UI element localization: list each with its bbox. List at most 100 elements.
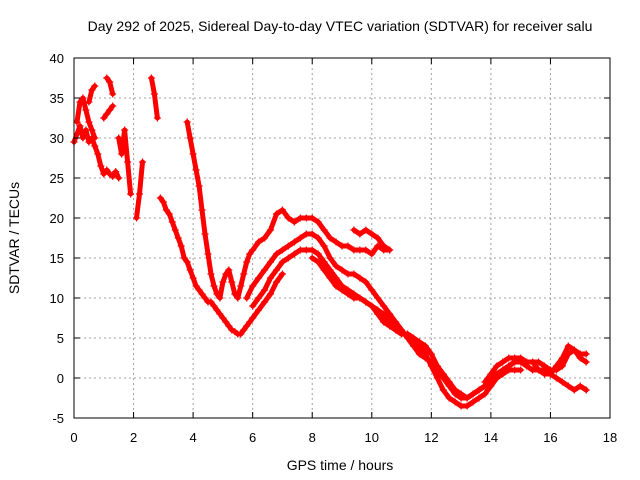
x-axis-label: GPS time / hours <box>287 457 394 473</box>
data-point-marker <box>302 214 310 222</box>
data-point-marker <box>198 206 206 214</box>
data-point-marker <box>302 246 310 254</box>
data-point-marker <box>392 318 400 326</box>
data-point-marker <box>153 114 161 122</box>
data-point-marker <box>469 390 477 398</box>
data-point-marker <box>255 274 263 282</box>
series-markers-sat-i <box>156 194 286 338</box>
data-point-marker <box>88 126 96 134</box>
series-markers-sat-n <box>308 254 525 402</box>
series-markers-sat-g <box>133 158 146 222</box>
data-point-marker <box>201 294 209 302</box>
series-trace-sat-m <box>250 247 589 409</box>
data-point-marker <box>272 250 280 258</box>
y-tick-label: 5 <box>57 331 64 346</box>
data-point-marker <box>186 134 194 142</box>
data-point-marker <box>180 254 188 262</box>
data-point-marker <box>511 366 519 374</box>
x-tick-label: 6 <box>249 430 256 445</box>
data-point-marker <box>320 242 328 250</box>
series-trace-sat-d <box>101 103 116 121</box>
data-point-marker <box>91 142 99 150</box>
data-point-marker <box>380 242 388 250</box>
data-point-marker <box>278 246 286 254</box>
data-point-marker <box>112 168 120 176</box>
data-point-marker <box>267 274 275 282</box>
data-point-marker <box>261 286 269 294</box>
data-point-marker <box>487 370 495 378</box>
data-point-marker <box>109 172 117 180</box>
data-point-marker <box>189 274 197 282</box>
data-point-marker <box>213 290 221 298</box>
data-point-marker <box>308 214 316 222</box>
data-point-marker <box>156 194 164 202</box>
data-point-marker <box>261 298 269 306</box>
data-point-marker <box>109 90 117 98</box>
data-point-marker <box>261 234 269 242</box>
data-point-marker <box>100 170 108 178</box>
data-point-marker <box>386 322 394 330</box>
data-point-marker <box>499 358 507 366</box>
data-point-marker <box>368 302 376 310</box>
data-point-marker <box>234 294 242 302</box>
y-tick-label: 40 <box>50 51 64 66</box>
data-point-marker <box>85 118 93 126</box>
data-point-marker <box>481 390 489 398</box>
data-point-marker <box>523 358 531 366</box>
series-markers-sat-j <box>183 118 394 302</box>
data-point-marker <box>338 242 346 250</box>
data-point-marker <box>240 326 248 334</box>
data-point-marker <box>210 302 218 310</box>
data-point-marker <box>421 350 429 358</box>
data-point-marker <box>552 374 560 382</box>
data-point-marker <box>439 370 447 378</box>
data-point-marker <box>558 362 566 370</box>
data-point-marker <box>165 210 173 218</box>
data-point-marker <box>174 234 182 242</box>
data-point-marker <box>278 206 286 214</box>
data-point-marker <box>222 270 230 278</box>
data-point-marker <box>332 274 340 282</box>
data-point-marker <box>546 370 554 378</box>
data-point-marker <box>338 266 346 274</box>
data-point-marker <box>296 234 304 242</box>
data-point-marker <box>314 218 322 226</box>
data-point-marker <box>103 110 111 118</box>
x-tick-label: 4 <box>189 430 196 445</box>
series-markers-sat-h <box>147 74 161 122</box>
data-point-marker <box>505 354 513 362</box>
data-point-marker <box>225 266 233 274</box>
data-point-marker <box>535 358 543 366</box>
data-point-marker <box>210 282 218 290</box>
y-axis-label: SDTVAR / TECUs <box>6 182 22 294</box>
data-point-marker <box>159 198 167 206</box>
data-point-marker <box>326 266 334 274</box>
data-point-marker <box>326 234 334 242</box>
data-point-marker <box>118 150 126 158</box>
data-point-marker <box>570 346 578 354</box>
data-point-marker <box>582 358 590 366</box>
data-point-marker <box>445 394 453 402</box>
data-point-marker <box>314 250 322 258</box>
data-point-marker <box>195 286 203 294</box>
y-tick-label: 35 <box>50 91 64 106</box>
data-point-marker <box>284 242 292 250</box>
data-point-marker <box>564 382 572 390</box>
data-point-marker <box>261 266 269 274</box>
data-point-marker <box>213 306 221 314</box>
data-point-marker <box>76 98 84 106</box>
data-point-marker <box>103 166 111 174</box>
series-trace-sat-h <box>148 75 160 121</box>
data-point-marker <box>249 282 257 290</box>
data-point-marker <box>386 310 394 318</box>
y-tick-label: 10 <box>50 291 64 306</box>
data-point-marker <box>356 230 364 238</box>
data-point-marker <box>219 278 227 286</box>
data-point-marker <box>133 214 141 222</box>
data-point-marker <box>427 362 435 370</box>
data-point-marker <box>344 290 352 298</box>
data-point-marker <box>540 370 548 378</box>
data-point-marker <box>228 278 236 286</box>
data-point-marker <box>136 190 144 198</box>
